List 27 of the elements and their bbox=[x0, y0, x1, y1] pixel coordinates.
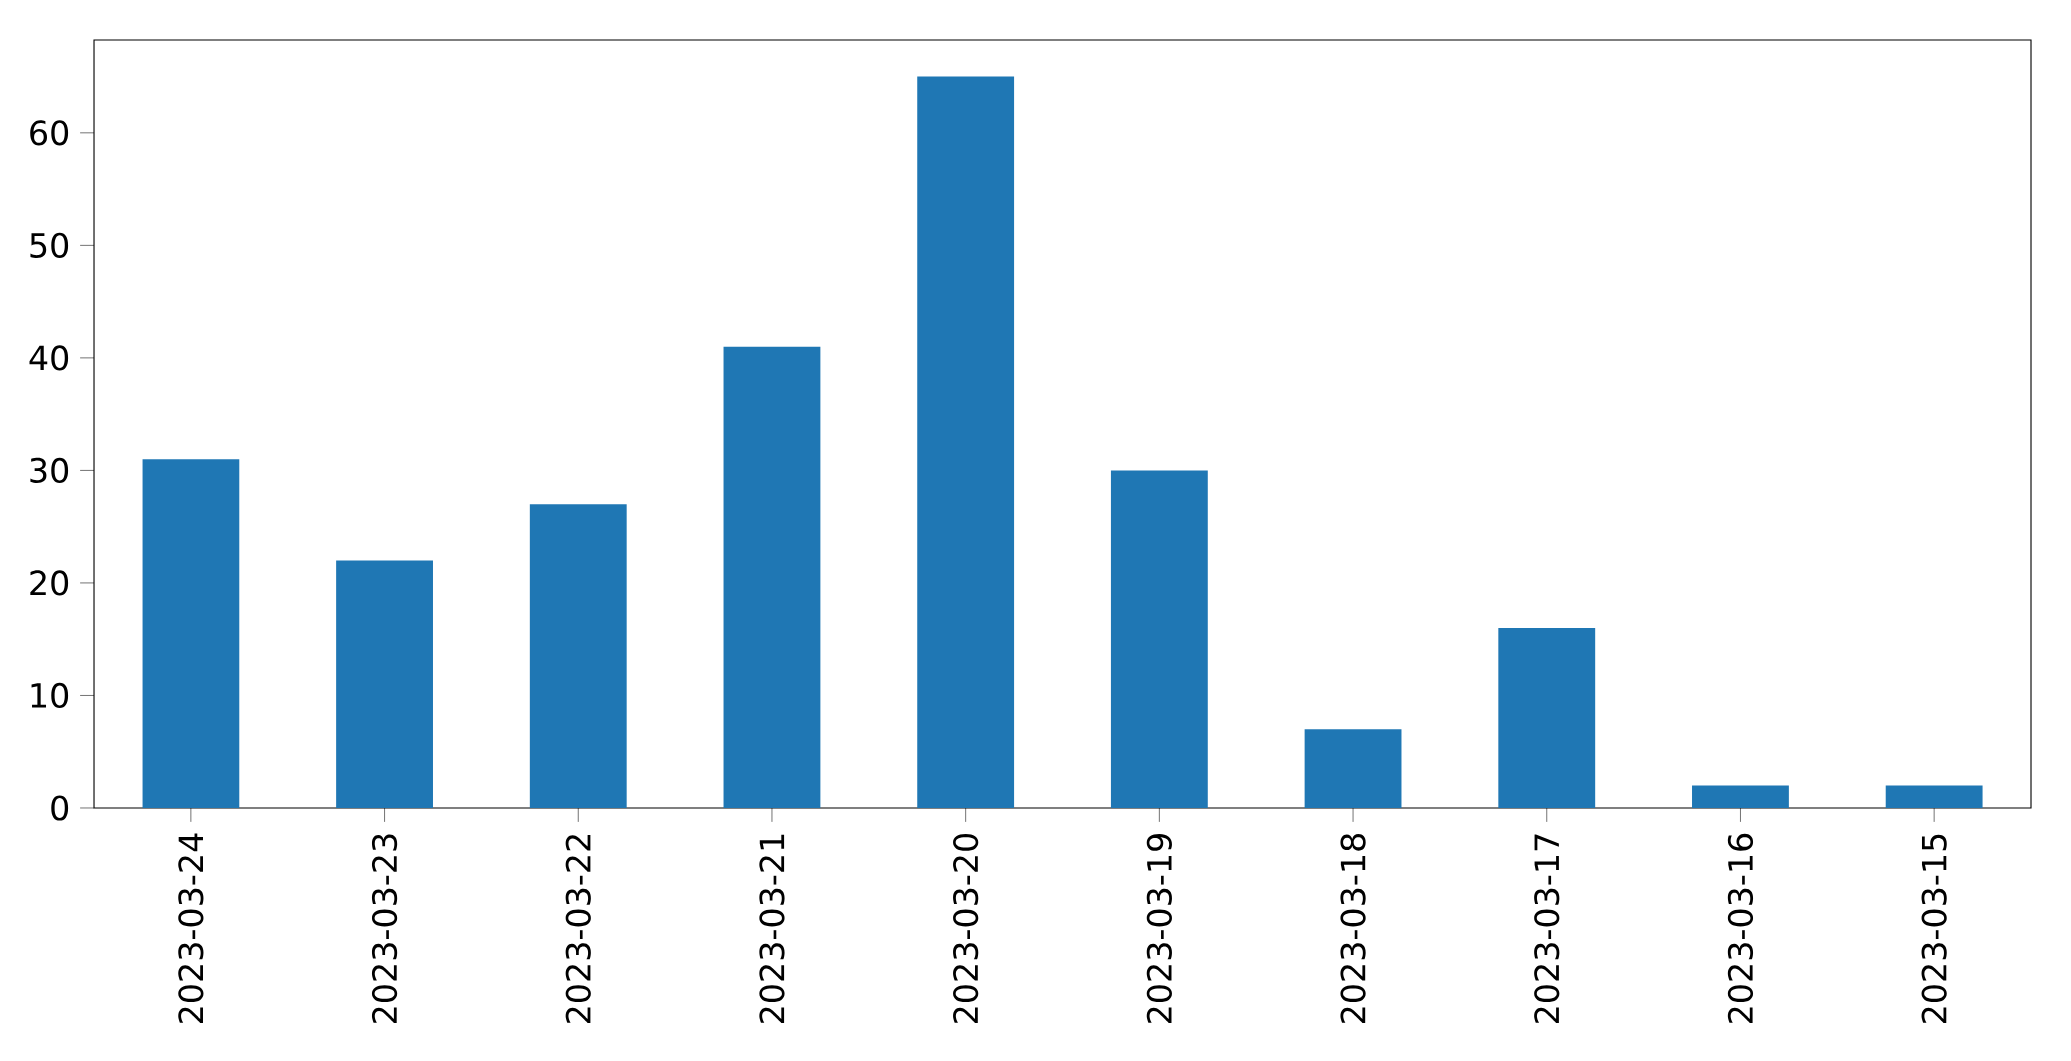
bar bbox=[1885, 785, 1983, 808]
x-tick-label: 2023-03-16 bbox=[1727, 833, 1754, 1023]
bar bbox=[1110, 470, 1208, 808]
bar bbox=[1692, 785, 1789, 808]
bar bbox=[1304, 729, 1402, 808]
y-tick-label: 10 bbox=[31, 682, 69, 709]
x-tick-label: 2023-03-15 bbox=[1921, 834, 1947, 1023]
x-tick-label: 2023-03-17 bbox=[1534, 834, 1560, 1023]
x-tick-label: 2023-03-20 bbox=[953, 833, 979, 1023]
bar bbox=[142, 459, 240, 808]
y-tick-label: 40 bbox=[29, 345, 69, 371]
x-tick-label: 2023-03-19 bbox=[1146, 834, 1172, 1023]
bar bbox=[1498, 627, 1596, 808]
bar bbox=[336, 560, 433, 808]
x-tick-label: 2023-03-22 bbox=[565, 835, 591, 1023]
x-tick-label: 2023-03-18 bbox=[1340, 834, 1366, 1023]
y-tick-label: 20 bbox=[30, 570, 69, 596]
bar bbox=[917, 76, 1015, 808]
x-tick-label: 2023-03-21 bbox=[759, 834, 785, 1023]
x-tick-label: 2023-03-24 bbox=[178, 833, 204, 1023]
y-tick-label: 50 bbox=[30, 232, 69, 258]
y-tick-label: 30 bbox=[30, 457, 69, 484]
x-tick-label: 2023-03-23 bbox=[371, 834, 398, 1023]
y-tick-label: 60 bbox=[30, 120, 69, 146]
bar bbox=[723, 346, 821, 808]
bar bbox=[529, 504, 627, 808]
y-tick-label: 0 bbox=[51, 795, 69, 821]
